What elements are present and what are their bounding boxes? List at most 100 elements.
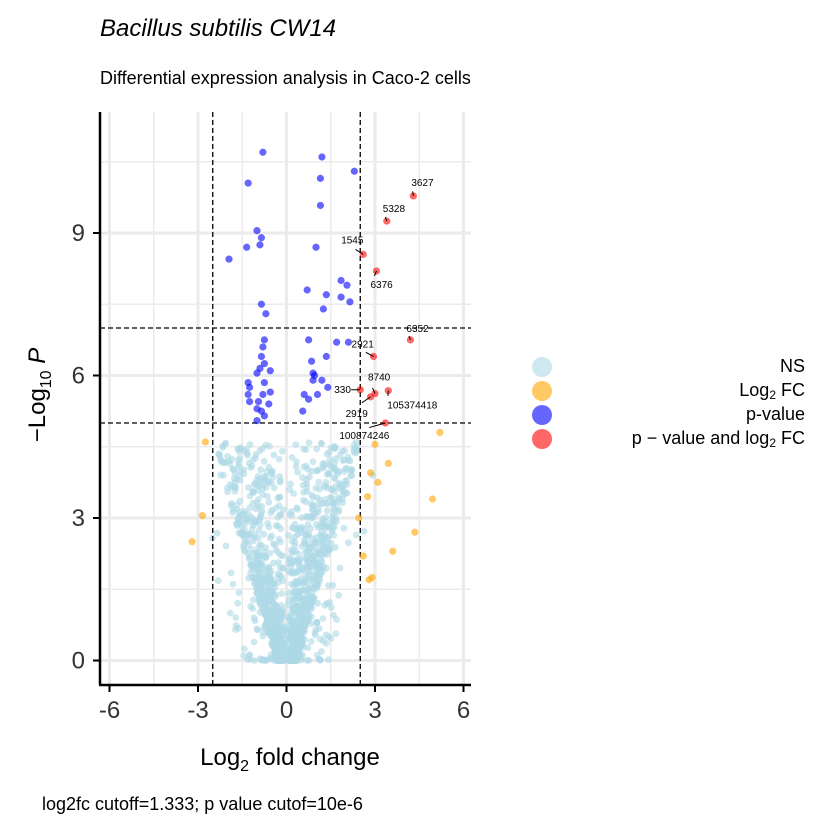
- data-points: [188, 148, 444, 584]
- log2fc-point: [359, 552, 367, 560]
- ns-point: [289, 567, 297, 575]
- ns-point: [322, 517, 330, 525]
- ns-point: [288, 511, 296, 519]
- ns-point: [259, 605, 267, 613]
- ns-point: [251, 481, 258, 489]
- ns-point: [340, 456, 348, 464]
- ns-point: [279, 656, 287, 664]
- ns-point: [235, 456, 242, 464]
- ns-point: [254, 534, 262, 542]
- ns-point: [240, 645, 248, 653]
- pvalue-point: [299, 407, 307, 415]
- ns-point: [275, 455, 283, 463]
- ns-point: [295, 623, 303, 630]
- ns-point: [338, 495, 346, 503]
- pvalue-point: [333, 338, 341, 346]
- ns-point: [256, 521, 264, 529]
- pvalue-point: [265, 400, 273, 408]
- log2fc-point: [198, 512, 207, 520]
- ns-point: [360, 527, 368, 535]
- y-axis-label: −Log10 P: [24, 348, 55, 443]
- ns-point: [286, 647, 293, 654]
- ns-point: [312, 572, 320, 580]
- ns-point: [307, 638, 315, 645]
- ns-point: [253, 499, 261, 507]
- pvalue-point: [257, 300, 266, 308]
- ns-point: [308, 467, 316, 475]
- point-label: 2919: [346, 409, 369, 420]
- ns-point: [315, 478, 323, 486]
- y-tick-label: 0: [72, 648, 85, 675]
- ns-point: [278, 648, 286, 656]
- ns-point: [245, 574, 252, 582]
- label-connector: [361, 396, 371, 404]
- axes: -6 -3 0 3 6 0 3 6 9: [72, 112, 471, 724]
- pvalue-point: [346, 298, 354, 306]
- point-label: 3627: [411, 178, 434, 189]
- ns-point: [331, 475, 339, 483]
- ns-point: [255, 527, 263, 534]
- pvalue-point: [260, 360, 268, 368]
- ns-point: [258, 502, 266, 510]
- ns-point: [245, 555, 253, 563]
- pvalue-point: [344, 338, 353, 346]
- ns-point: [266, 442, 273, 450]
- ns-point: [287, 480, 295, 488]
- ns-point: [295, 550, 302, 558]
- ns-point: [322, 478, 330, 486]
- ns-point: [271, 584, 279, 591]
- ns-point: [308, 512, 316, 520]
- ns-point: [272, 546, 280, 554]
- log2fc-point: [436, 428, 444, 437]
- ns-point: [323, 600, 331, 607]
- ns-point: [302, 498, 310, 505]
- pvalue-point: [337, 293, 345, 301]
- x-tick-label: 0: [280, 697, 293, 724]
- ns-point: [288, 657, 296, 664]
- ns-point: [275, 559, 282, 566]
- x-tick-label: 6: [457, 697, 470, 724]
- chart-caption: log2fc cutoff=1.333; p value cutof=10e-6: [42, 794, 363, 814]
- ns-point: [318, 528, 326, 536]
- log2fc-point: [364, 493, 372, 501]
- x-tick-label: 3: [368, 697, 381, 724]
- point-label: 5328: [383, 204, 406, 215]
- ns-point: [305, 530, 313, 537]
- point-label: 6352: [406, 324, 429, 335]
- legend-item-log2fc: Log2 FC: [530, 379, 805, 403]
- pvalue-point: [307, 357, 316, 365]
- pvalue-point: [262, 310, 270, 318]
- ns-point: [270, 484, 278, 492]
- ns-point: [303, 480, 311, 487]
- ns-point: [249, 489, 257, 497]
- ns-point: [335, 591, 343, 599]
- ns-point: [346, 457, 354, 465]
- ns-point: [254, 579, 262, 587]
- ns-point: [217, 471, 225, 479]
- ns-point: [288, 620, 296, 628]
- ns-point: [256, 514, 264, 522]
- ns-point: [333, 518, 340, 525]
- ns-point: [328, 528, 336, 535]
- ns-point: [265, 583, 273, 591]
- ns-point: [305, 584, 312, 592]
- ns-point: [275, 578, 282, 586]
- y-tick-label: 3: [72, 505, 85, 532]
- ns-point: [270, 451, 278, 459]
- log2fc-point: [365, 576, 373, 584]
- ns-point: [265, 498, 273, 506]
- ns-point: [298, 633, 306, 641]
- ns-point: [304, 540, 312, 547]
- ns-point: [350, 445, 358, 453]
- ns-point: [250, 614, 258, 622]
- pvalue-point: [316, 174, 325, 182]
- ns-point: [229, 580, 237, 588]
- pvalue-point: [266, 388, 274, 396]
- ns-point: [304, 644, 312, 652]
- pvalue-point: [253, 417, 261, 425]
- ns-point: [313, 467, 321, 475]
- ns-point: [276, 564, 284, 572]
- ns-point: [214, 577, 222, 585]
- ns-point: [245, 531, 253, 539]
- ns-point: [327, 462, 334, 470]
